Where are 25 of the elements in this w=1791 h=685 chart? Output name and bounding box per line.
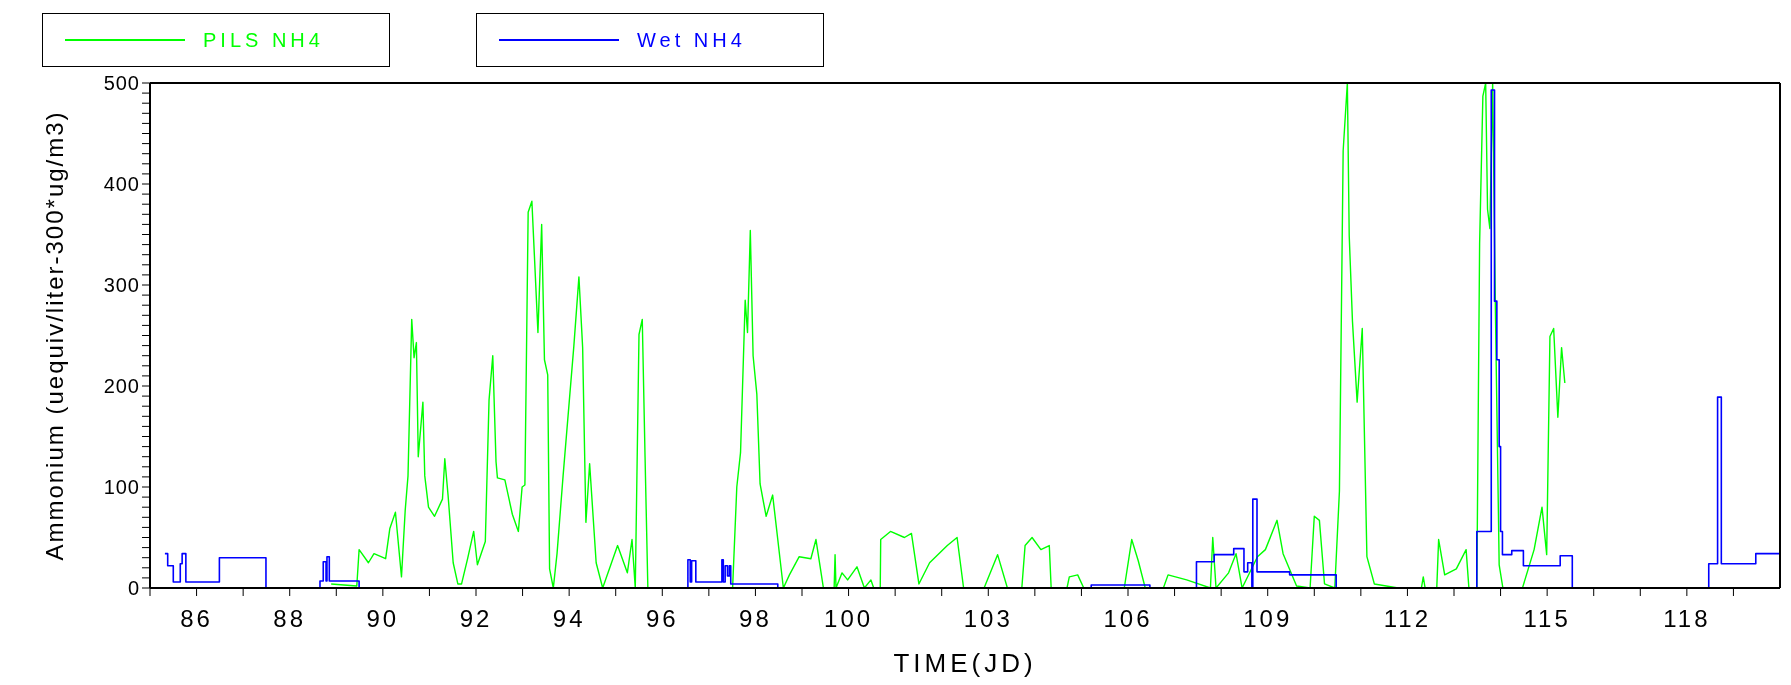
x-tick-label: 86 xyxy=(180,605,213,633)
x-tick-label: 92 xyxy=(459,605,493,633)
x-tick-label: 115 xyxy=(1523,605,1571,633)
x-tick-label: 94 xyxy=(552,605,586,633)
line-series xyxy=(330,83,1566,588)
x-tick-label: 96 xyxy=(645,605,679,633)
x-tick-label: 118 xyxy=(1663,605,1711,633)
text: Wet NH4 xyxy=(637,28,746,52)
x-tick-label: 88 xyxy=(273,605,307,633)
y-tick-label: 0 xyxy=(127,577,140,600)
y-tick-label: 300 xyxy=(103,274,140,297)
text: PILS NH4 xyxy=(203,28,324,52)
y-tick-label: 200 xyxy=(103,375,140,398)
y-tick-label: 500 xyxy=(103,72,140,95)
x-tick-label: 98 xyxy=(739,605,772,633)
x-tick-label: 103 xyxy=(963,605,1013,633)
y-tick-label: 400 xyxy=(103,173,140,196)
x-tick-label: 100 xyxy=(824,605,874,633)
y-tick-label: 100 xyxy=(103,476,140,499)
x-tick-label: 112 xyxy=(1383,605,1432,633)
y-axis-title: Ammonium (uequiv/liter-300*ug/m3) xyxy=(40,110,68,561)
x-tick-label: 90 xyxy=(366,605,400,633)
x-tick-label: 109 xyxy=(1243,605,1293,633)
x-axis-title: TIME(JD) xyxy=(893,648,1037,678)
x-tick-label: 106 xyxy=(1103,605,1153,633)
